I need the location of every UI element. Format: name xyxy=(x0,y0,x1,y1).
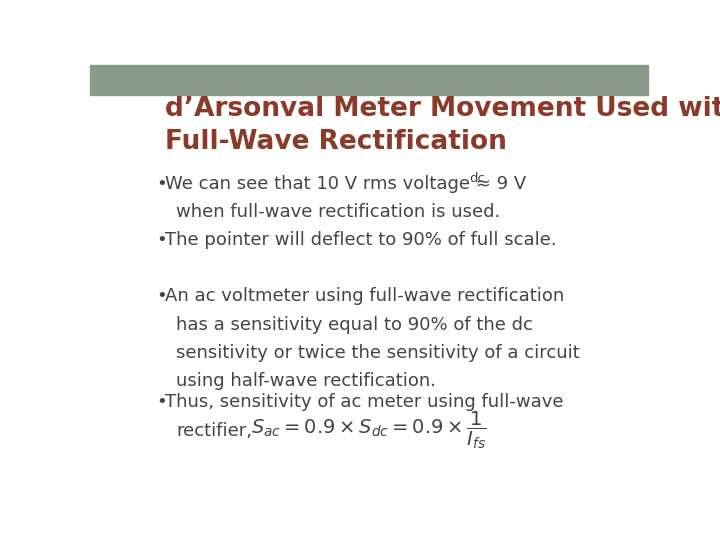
Bar xyxy=(90,65,648,94)
Text: An ac voltmeter using full-wave rectification: An ac voltmeter using full-wave rectific… xyxy=(166,287,564,305)
Text: sensitivity or twice the sensitivity of a circuit: sensitivity or twice the sensitivity of … xyxy=(176,344,580,362)
Text: d’Arsonval Meter Movement Used with
Full-Wave Rectification: d’Arsonval Meter Movement Used with Full… xyxy=(166,96,720,155)
Text: dc: dc xyxy=(469,172,485,185)
Text: •: • xyxy=(156,175,166,193)
Text: •: • xyxy=(156,393,166,411)
Text: has a sensitivity equal to 90% of the dc: has a sensitivity equal to 90% of the dc xyxy=(176,315,534,334)
Text: •: • xyxy=(156,231,166,249)
Text: The pointer will deflect to 90% of full scale.: The pointer will deflect to 90% of full … xyxy=(166,231,557,249)
Text: rectifier,: rectifier, xyxy=(176,422,253,440)
Text: when full-wave rectification is used.: when full-wave rectification is used. xyxy=(176,203,500,221)
Text: $S_{ac} = 0.9 \times S_{dc} = 0.9 \times \dfrac{1}{I_{fs}}$: $S_{ac} = 0.9 \times S_{dc} = 0.9 \times… xyxy=(251,409,487,451)
Text: Thus, sensitivity of ac meter using full-wave: Thus, sensitivity of ac meter using full… xyxy=(166,393,564,411)
Text: •: • xyxy=(156,287,166,305)
Text: We can see that 10 V rms voltage ≈ 9 V: We can see that 10 V rms voltage ≈ 9 V xyxy=(166,175,526,193)
Text: using half-wave rectification.: using half-wave rectification. xyxy=(176,372,436,390)
